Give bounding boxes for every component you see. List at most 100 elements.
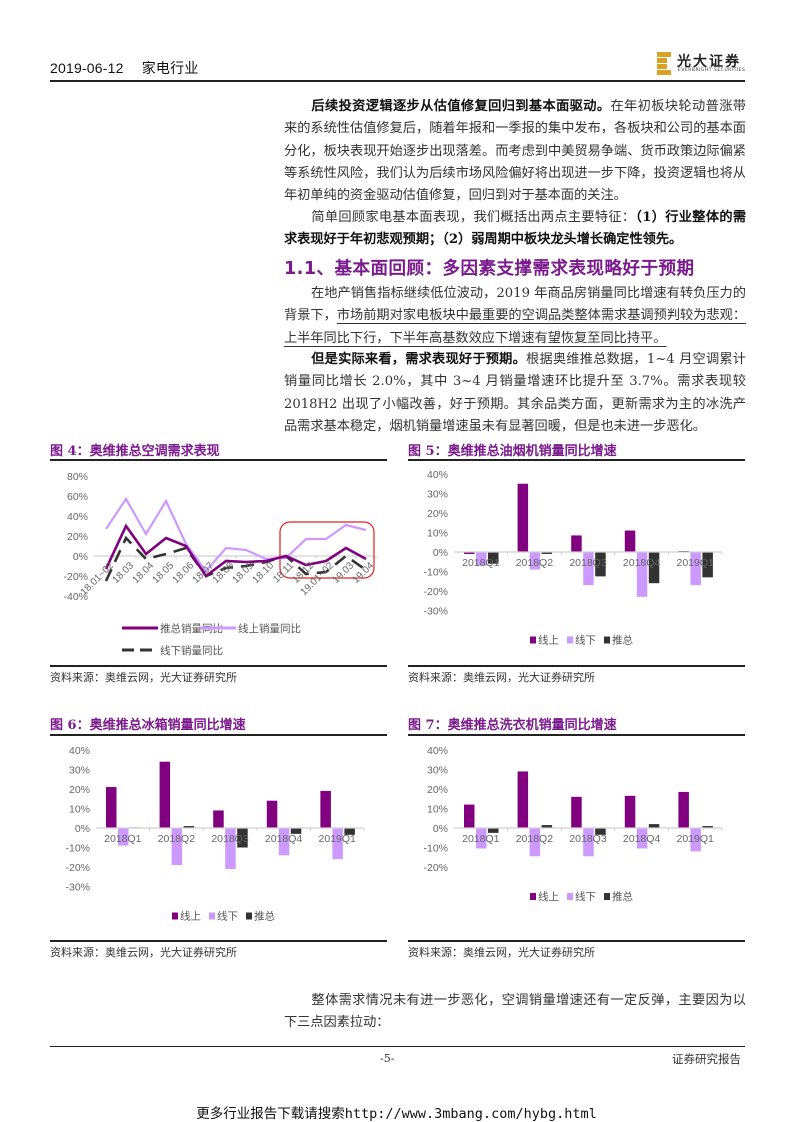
bar	[464, 552, 475, 554]
bar	[344, 828, 355, 835]
y-axis-tick-label: 10%	[427, 528, 448, 540]
paragraph-body: 在地产销售指标继续低位波动，2019 年商品房销量同比增速有转负压力的背景下，	[284, 286, 746, 324]
legend-swatch	[246, 912, 252, 920]
bar	[464, 804, 475, 828]
legend-item: 线上销量同比	[200, 622, 301, 635]
figure-6-source-rule	[50, 940, 387, 942]
figure-7-source-rule	[408, 940, 745, 942]
paragraph-body: 简单回顾家电基本面表现，我们概括出两点主要特征：	[311, 210, 636, 225]
y-axis-tick-label: -30%	[423, 606, 448, 618]
bar	[488, 552, 499, 564]
x-axis-tick-label: 2018Q2	[516, 557, 554, 569]
x-axis-tick-label: 2018Q1	[462, 833, 500, 845]
bar	[213, 810, 224, 828]
legend-label: 线下	[575, 634, 596, 647]
bar	[571, 535, 582, 552]
bar	[595, 828, 606, 835]
legend-label: 推总	[254, 910, 275, 923]
paragraph-investment-logic: 后续投资逻辑逐步从估值修复回归到基本面驱动。在年初板块轮动普涨带来的系统性估值修…	[284, 96, 746, 207]
y-axis-tick-label: 20%	[67, 531, 88, 543]
legend-item: 推总	[604, 890, 633, 903]
figure-6-source: 资料来源：奥维云网，光大证券研究所	[50, 946, 237, 959]
paragraph-body: 整体需求情况未有进一步恶化，空调销量增速还有一定反弹，主要因为以下三点因素拉动：	[284, 993, 746, 1031]
y-axis-tick-label: 60%	[67, 491, 88, 503]
legend-label: 推总	[612, 634, 633, 647]
legend-item: 线下	[567, 890, 596, 903]
legend-item: 线下销量同比	[122, 644, 223, 657]
section-title: 1.1、基本面回顾：多因素支撑需求表现略好于预期	[284, 259, 695, 279]
legend-label: 推总	[612, 890, 633, 903]
y-axis-tick-label: 0%	[433, 547, 448, 559]
y-axis-tick-label: 80%	[67, 471, 88, 483]
bar	[159, 761, 171, 828]
paragraph-drivers: 整体需求情况未有进一步恶化，空调销量增速还有一定反弹，主要因为以下三点因素拉动：	[284, 990, 746, 1035]
bar	[624, 795, 636, 828]
y-axis-tick-label: -20%	[65, 862, 90, 874]
bar	[118, 828, 129, 846]
bar	[529, 828, 541, 857]
bar	[636, 552, 648, 597]
y-axis-tick-label: -10%	[65, 843, 90, 855]
download-banner[interactable]: 更多行业报告下载请搜索http://www.3mbang.com/hybg.ht…	[196, 1106, 597, 1122]
series-line	[105, 496, 367, 573]
series-line	[104, 523, 367, 578]
legend-swatch	[604, 893, 610, 900]
bar	[690, 552, 701, 586]
legend-item: 推总	[246, 910, 275, 923]
bar	[171, 828, 183, 866]
industry-label: 家电行业	[141, 60, 199, 76]
legend-label: 线上	[538, 890, 559, 903]
x-axis-tick-label: 2019Q1	[677, 833, 715, 845]
highlight-box	[279, 521, 375, 579]
y-axis-tick-label: -40%	[63, 591, 88, 603]
bar	[648, 824, 660, 828]
bar	[266, 800, 278, 828]
legend-swatch	[567, 893, 573, 900]
y-axis-tick-label: 20%	[427, 784, 448, 796]
legend-swatch	[530, 636, 536, 644]
legend-swatch	[567, 636, 573, 644]
report-date: 2019-06-12	[50, 60, 124, 76]
x-axis-tick-label: 2019Q1	[319, 833, 357, 845]
paragraph-body: 根据奥维推总数据，1~4 月空调累计销量同比增长 2.0%，其中 3~4 月销量…	[284, 352, 746, 434]
figure-7-title: 图 7：奥维推总洗衣机销量同比增速	[408, 718, 617, 733]
logo-mark-icon	[657, 52, 671, 75]
y-axis-tick-label: -10%	[423, 567, 448, 579]
figure-5-title: 图 5：奥维推总油烟机销量同比增速	[408, 444, 617, 459]
bar	[624, 530, 636, 552]
bar	[678, 791, 689, 828]
logo-text-en: EVERBRIGHT SECURITIES	[678, 68, 746, 73]
bar	[488, 828, 499, 833]
y-axis-tick-label: 0%	[433, 823, 448, 835]
legend-item: 推总	[604, 634, 633, 647]
x-axis-tick-label: 18.03	[111, 560, 137, 586]
figure-7-rule	[408, 734, 745, 736]
figure-4-title: 图 4：奥维推总空调需求表现	[50, 444, 220, 459]
bar	[290, 828, 302, 834]
legend-item: 推总销量同比	[122, 622, 223, 635]
paragraph-emphasis: （1）行业整体的需求表现好于年初悲观预期；（2）弱周期中板块龙头增长确定性领先。	[284, 210, 747, 248]
legend-swatch	[604, 636, 610, 644]
y-axis-tick-label: 30%	[69, 765, 90, 777]
y-axis-tick-label: 0%	[75, 823, 90, 835]
bar	[636, 828, 648, 849]
legend-item: 线下	[567, 634, 596, 647]
figure-4-line-chart: 80% 60% 40% 20% 0% -20% -40% 18.01~02 18.03 18.04…	[50, 462, 387, 662]
bar	[541, 552, 553, 554]
legend-swatch	[530, 893, 536, 900]
y-axis-tick-label: -10%	[423, 843, 448, 855]
bar	[278, 828, 290, 856]
paragraph-underlined: 市场前期对家电板块中最重要的空调品类整体需求基调预判较为悲观：上半年同比下行，下…	[284, 308, 747, 346]
bar	[183, 826, 195, 828]
x-axis-tick-label: 2018Q3	[569, 833, 607, 845]
legend-item: 线上	[530, 634, 559, 647]
paragraph-lead: 后续投资逻辑逐步从估值修复回归到基本面驱动。	[311, 99, 611, 114]
bar	[225, 828, 236, 869]
bar	[517, 771, 529, 828]
bar	[541, 825, 553, 828]
bar	[702, 552, 713, 578]
figure-7-bar-chart: 40% 30% 20% 10% 0% -10% -20% 2018Q1 2018Q2 2018Q3…	[408, 738, 745, 936]
x-axis-tick-label: 2018Q3	[211, 833, 249, 845]
y-axis-tick-label: -20%	[423, 862, 448, 874]
y-axis-tick-label: 10%	[69, 804, 90, 816]
